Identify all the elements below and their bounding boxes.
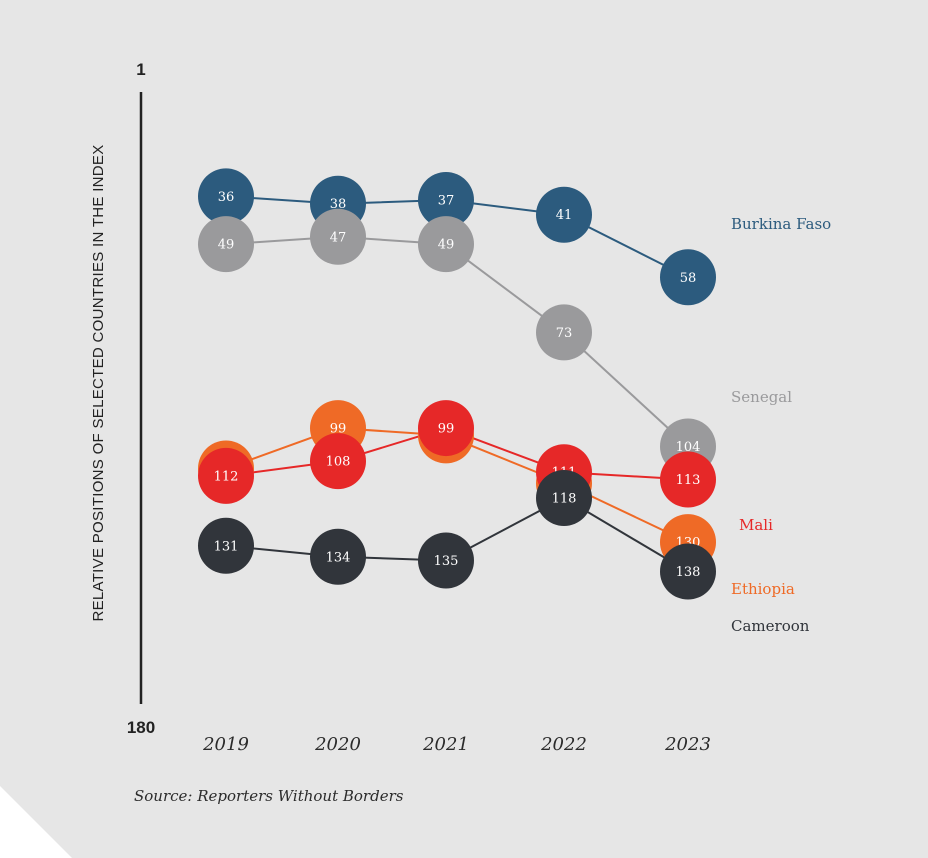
point-burkina-faso: 36 bbox=[198, 168, 254, 225]
point-cameroon: 134 bbox=[310, 528, 366, 585]
point-mali: 112 bbox=[198, 447, 254, 504]
point-senegal: 73 bbox=[536, 304, 592, 361]
point-value-label: 36 bbox=[218, 190, 235, 205]
point-marker bbox=[418, 400, 474, 457]
series-label-cameroon: Cameroon bbox=[731, 617, 810, 635]
point-mali: 113 bbox=[660, 451, 716, 508]
y-axis-top-label: 1 bbox=[136, 60, 145, 79]
point-value-label: 47 bbox=[330, 230, 347, 245]
point-cameroon: 138 bbox=[660, 543, 716, 600]
point-value-label: 131 bbox=[214, 539, 239, 554]
point-marker bbox=[660, 451, 716, 508]
point-cameroon: 118 bbox=[536, 469, 592, 526]
point-marker bbox=[536, 186, 592, 243]
point-marker bbox=[198, 168, 254, 225]
x-tick-label: 2021 bbox=[422, 734, 469, 755]
point-burkina-faso: 58 bbox=[660, 249, 716, 306]
point-value-label: 134 bbox=[326, 550, 351, 565]
y-axis-title: RELATIVE POSITIONS OF SELECTED COUNTRIES… bbox=[90, 144, 107, 621]
point-marker bbox=[198, 447, 254, 504]
x-tick-label: 2023 bbox=[664, 734, 711, 755]
point-burkina-faso: 41 bbox=[536, 186, 592, 243]
point-value-label: 99 bbox=[330, 422, 347, 437]
point-value-label: 58 bbox=[680, 271, 697, 286]
point-senegal: 49 bbox=[198, 216, 254, 273]
point-value-label: 99 bbox=[438, 422, 455, 437]
point-senegal: 47 bbox=[310, 208, 366, 265]
x-axis-labels: 2019 2020 2021 2022 2023 bbox=[202, 734, 711, 755]
point-value-label: 41 bbox=[556, 208, 573, 223]
point-mali: 99 bbox=[418, 400, 474, 457]
point-marker bbox=[536, 469, 592, 526]
point-value-label: 37 bbox=[438, 194, 455, 209]
point-value-label: 113 bbox=[676, 473, 701, 488]
point-senegal: 49 bbox=[418, 216, 474, 273]
y-axis-bottom-label: 180 bbox=[127, 718, 155, 737]
point-marker bbox=[198, 517, 254, 574]
point-marker bbox=[536, 304, 592, 361]
series-labels: Burkina Faso Senegal Ethiopia Mali Cameroon bbox=[731, 215, 831, 635]
series-label-ethiopia: Ethiopia bbox=[731, 580, 795, 598]
point-value-label: 104 bbox=[676, 440, 701, 455]
point-value-label: 49 bbox=[218, 238, 235, 253]
point-value-label: 108 bbox=[326, 455, 351, 470]
x-tick-label: 2019 bbox=[202, 734, 249, 755]
point-value-label: 38 bbox=[330, 197, 347, 212]
point-marker bbox=[418, 216, 474, 273]
x-tick-label: 2020 bbox=[314, 734, 361, 755]
point-mali: 108 bbox=[310, 433, 366, 490]
point-value-label: 49 bbox=[438, 238, 455, 253]
point-marker bbox=[418, 532, 474, 589]
y-axis: 1 180 RELATIVE POSITIONS OF SELECTED COUNT… bbox=[90, 60, 155, 737]
point-marker bbox=[660, 543, 716, 600]
point-marker bbox=[310, 208, 366, 265]
point-marker bbox=[660, 249, 716, 306]
point-value-label: 112 bbox=[214, 469, 239, 484]
point-marker bbox=[418, 172, 474, 229]
point-cameroon: 131 bbox=[198, 517, 254, 574]
point-value-label: 135 bbox=[434, 554, 459, 569]
series-label-mali: Mali bbox=[739, 516, 773, 534]
point-value-label: 118 bbox=[552, 491, 577, 506]
series-points: 3638374158494749731041109910111413011210… bbox=[198, 168, 716, 600]
point-marker bbox=[198, 216, 254, 273]
point-marker bbox=[310, 433, 366, 490]
point-marker bbox=[310, 528, 366, 585]
x-tick-label: 2022 bbox=[540, 734, 587, 755]
point-burkina-faso: 37 bbox=[418, 172, 474, 229]
point-value-label: 73 bbox=[556, 326, 573, 341]
point-cameroon: 135 bbox=[418, 532, 474, 589]
series-label-senegal: Senegal bbox=[731, 388, 792, 406]
series-label-burkina-faso: Burkina Faso bbox=[731, 215, 831, 233]
source-note: Source: Reporters Without Borders bbox=[134, 787, 404, 805]
corner-cut bbox=[0, 786, 72, 858]
point-value-label: 138 bbox=[676, 565, 701, 580]
